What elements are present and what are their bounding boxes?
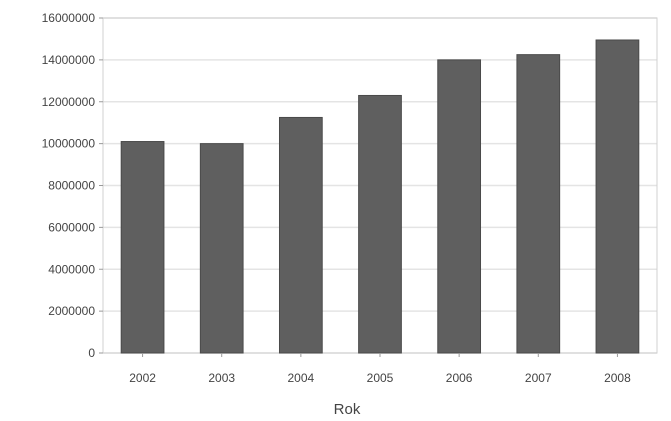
bar-2005 <box>358 94 402 354</box>
y-tick-label: 16000000 <box>42 11 96 25</box>
bar-2007 <box>516 54 561 354</box>
x-tick-label: 2006 <box>446 371 473 385</box>
bars <box>120 39 640 354</box>
x-tick-label: 2005 <box>367 371 394 385</box>
x-tick-label: 2003 <box>208 371 235 385</box>
y-tick-label: 14000000 <box>42 53 96 67</box>
y-axis-ticks: 0 2000000 4000000 6000000 8000000 10000000 120… <box>42 11 103 360</box>
bar-2008 <box>595 39 640 354</box>
x-axis-ticks: 2002 2003 2004 2005 2006 2007 2008 <box>129 353 631 385</box>
y-tick-label: 8000000 <box>48 179 95 193</box>
bar-2002 <box>120 141 165 354</box>
x-tick-label: 2007 <box>525 371 552 385</box>
x-axis-title: Rok <box>334 401 361 418</box>
bar-2004 <box>278 116 323 354</box>
x-tick-label: 2002 <box>129 371 156 385</box>
y-tick-label: 12000000 <box>42 95 96 109</box>
bar-2006 <box>437 59 482 354</box>
y-tick-label: 0 <box>88 346 95 360</box>
y-tick-label: 2000000 <box>48 304 95 318</box>
x-tick-label: 2008 <box>604 371 631 385</box>
x-tick-label: 2004 <box>288 371 315 385</box>
y-tick-label: 4000000 <box>48 262 95 276</box>
y-tick-label: 10000000 <box>42 137 96 151</box>
bar-2003 <box>199 143 244 354</box>
y-tick-label: 6000000 <box>48 220 95 234</box>
